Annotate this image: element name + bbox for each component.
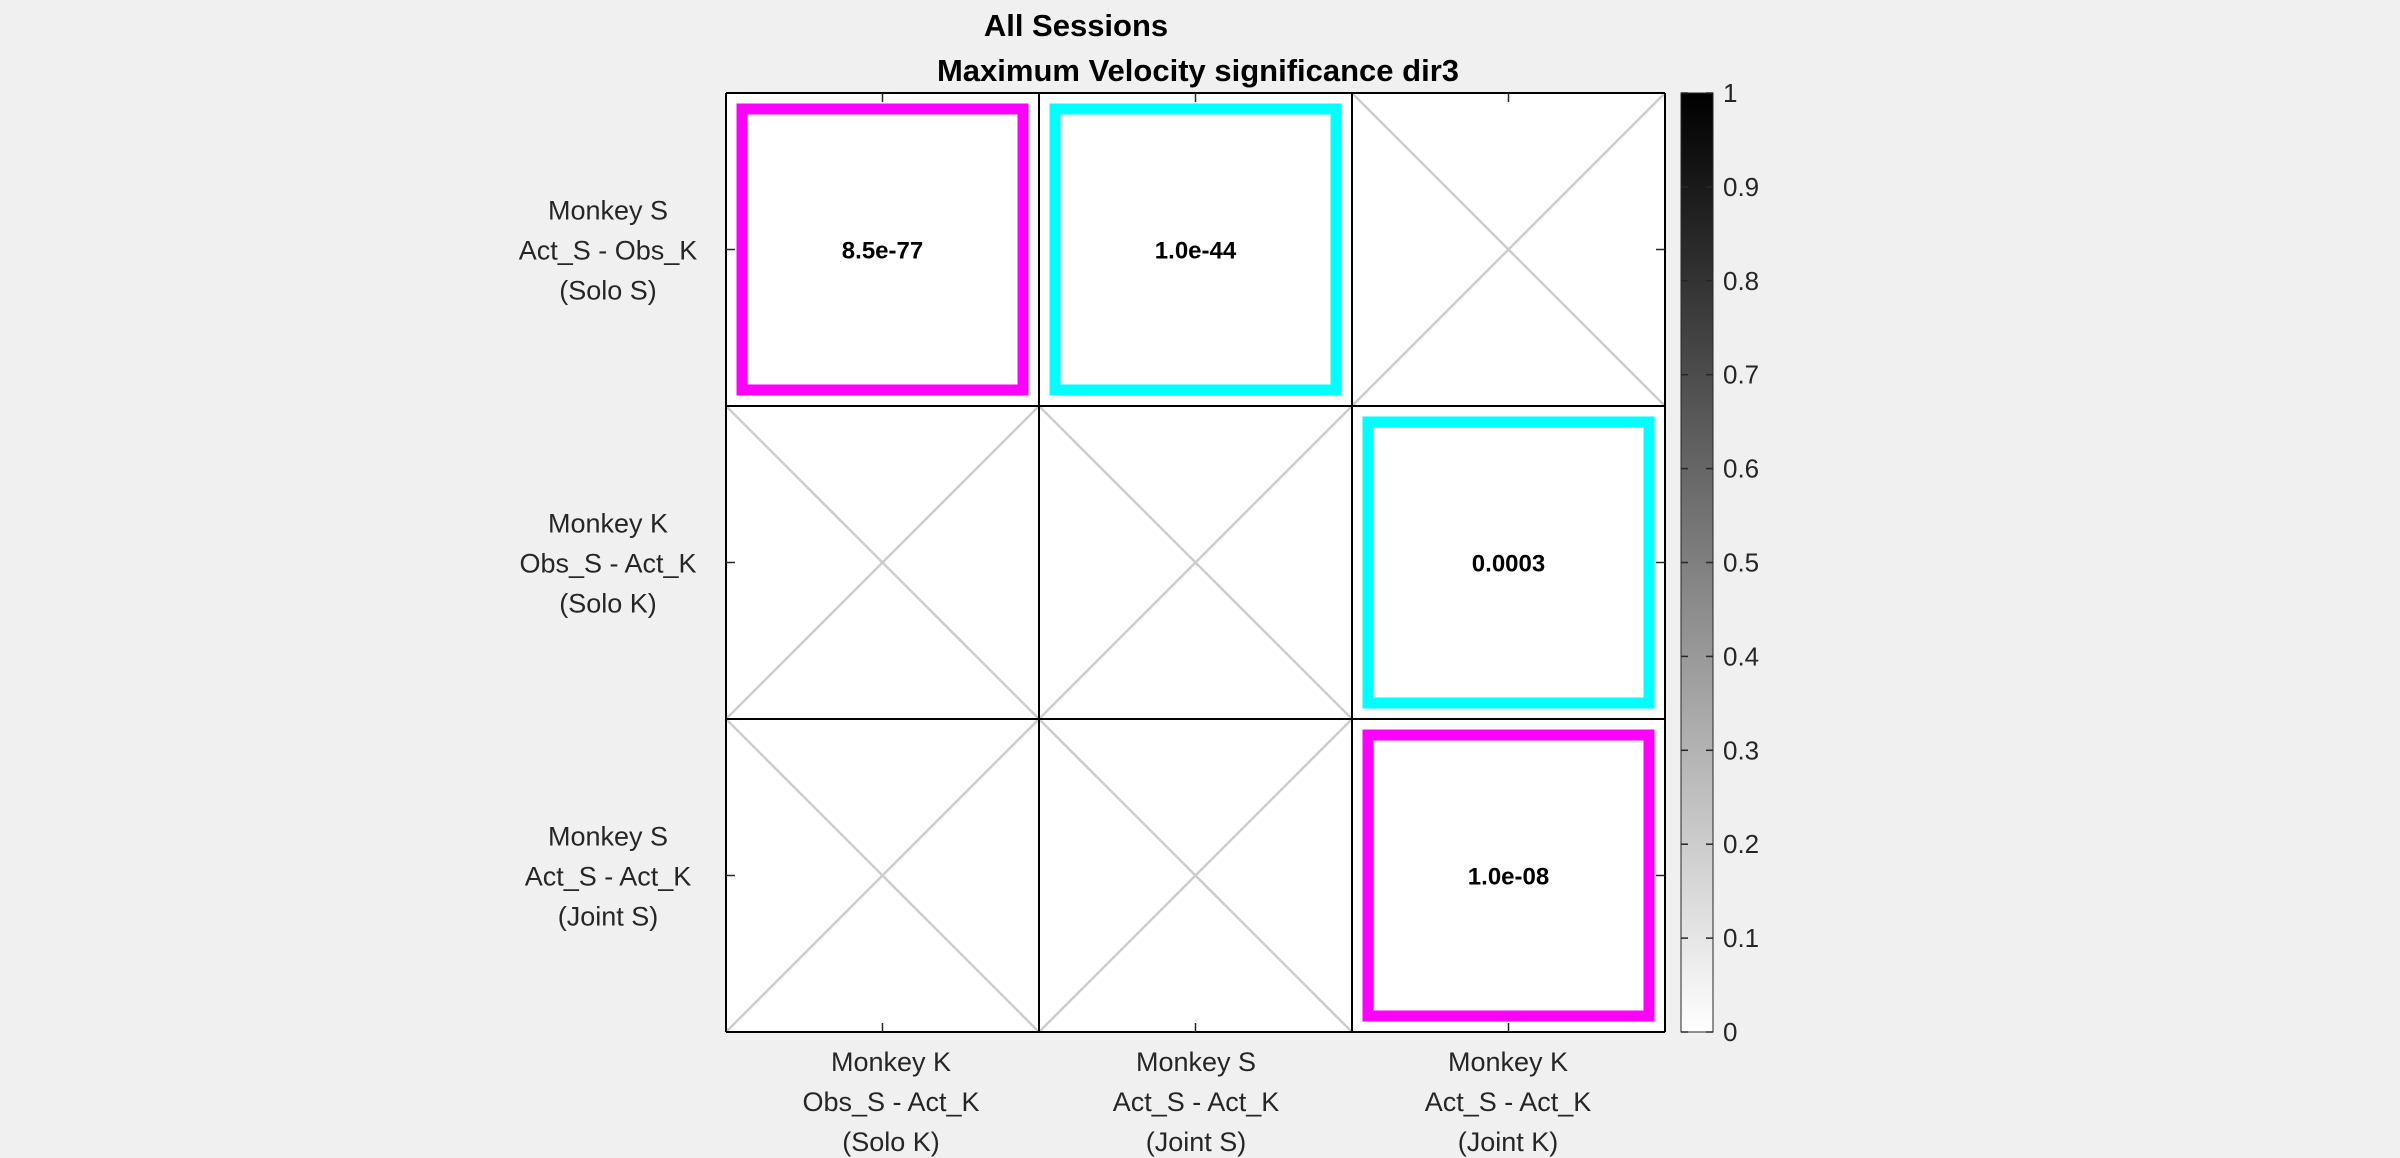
cell-background xyxy=(1352,406,1665,719)
heatmap-cell xyxy=(725,718,1040,1033)
heatmap-cell xyxy=(1351,92,1666,407)
colorbar-tick-label: 0.3 xyxy=(1723,735,1759,765)
heatmap-cell xyxy=(725,405,1040,720)
heatmap-cell: 8.5e-77 xyxy=(726,93,1039,406)
colorbar: 0 0.1 0.2 0.3 0.4 0.5 0.6 0.7 0.8 0.9 1 xyxy=(1680,78,1759,1047)
colorbar-tick-label: 0.9 xyxy=(1723,172,1759,202)
significance-highlight-box xyxy=(1362,729,1655,1022)
empty-cell-cross-line xyxy=(1038,718,1353,1033)
colorbar-tick-label: 0.5 xyxy=(1723,548,1759,578)
empty-cell-cross-line xyxy=(1351,92,1666,407)
cell-value-label: 8.5e-77 xyxy=(842,238,923,265)
colorbar-ticks: 0 0.1 0.2 0.3 0.4 0.5 0.6 0.7 0.8 0.9 1 xyxy=(1681,78,1759,1047)
column-label-line: (Solo K) xyxy=(842,1127,940,1157)
row-label: Monkey S Act_S - Act_K (Joint S) xyxy=(525,822,692,932)
column-label-line: Act_S - Act_K xyxy=(1425,1087,1592,1117)
column-label-line: Act_S - Act_K xyxy=(1113,1087,1280,1117)
column-labels: Monkey K Obs_S - Act_K (Solo K) Monkey S Act… xyxy=(802,1047,1591,1157)
colorbar-tick-label: 0.1 xyxy=(1723,923,1759,953)
heatmap-cell: 1.0e-08 xyxy=(1352,719,1665,1032)
empty-cell-cross-line xyxy=(725,718,1040,1033)
cell-value-label: 0.0003 xyxy=(1472,551,1545,578)
row-label-line: Obs_S - Act_K xyxy=(519,549,696,579)
colorbar-tick-label: 0.4 xyxy=(1723,641,1759,671)
column-label: Monkey K Obs_S - Act_K (Solo K) xyxy=(802,1047,979,1157)
row-label-line: Act_S - Act_K xyxy=(525,862,692,892)
significance-highlight-box xyxy=(1049,103,1342,396)
column-label: Monkey S Act_S - Act_K (Joint S) xyxy=(1113,1047,1280,1157)
colorbar-tick-label: 0.2 xyxy=(1723,829,1759,859)
colorbar-tick-label: 0.6 xyxy=(1723,454,1759,484)
colorbar-tick-label: 0.7 xyxy=(1723,360,1759,390)
colorbar-tick-label: 0.8 xyxy=(1723,266,1759,296)
column-label-line: Obs_S - Act_K xyxy=(802,1087,979,1117)
heatmap-plot-area: 8.5e-77 1.0e-44 0.0003 1.0e-08 xyxy=(725,92,1666,1033)
significance-highlight-box xyxy=(736,103,1029,396)
heatmap-cell: 1.0e-44 xyxy=(1039,93,1352,406)
empty-cell-cross-line xyxy=(1038,405,1353,720)
row-label-line: (Solo K) xyxy=(559,589,657,619)
row-label-line: Monkey S xyxy=(548,196,668,226)
cell-value-label: 1.0e-08 xyxy=(1468,864,1549,891)
row-label: Monkey S Act_S - Obs_K (Solo S) xyxy=(519,196,698,306)
chart-title: All Sessions xyxy=(984,8,1168,43)
significance-highlight-box xyxy=(1362,416,1655,709)
chart-subtitle: Maximum Velocity significance dir3 xyxy=(937,53,1459,88)
row-label-line: (Solo S) xyxy=(559,276,657,306)
cell-background xyxy=(726,93,1039,406)
row-label-line: Monkey K xyxy=(548,509,668,539)
row-labels: Monkey S Act_S - Obs_K (Solo S) Monkey K Obs… xyxy=(519,196,698,932)
colorbar-tick-label: 0 xyxy=(1723,1017,1737,1047)
empty-cell-cross-line xyxy=(725,405,1040,720)
column-label-line: (Joint K) xyxy=(1458,1127,1559,1157)
heatmap-cell xyxy=(1038,405,1353,720)
heatmap-cell: 0.0003 xyxy=(1352,406,1665,719)
column-label-line: Monkey K xyxy=(831,1047,951,1077)
colorbar-tick-label: 1 xyxy=(1723,78,1737,108)
row-label-line: Monkey S xyxy=(548,822,668,852)
column-label-line: Monkey K xyxy=(1448,1047,1568,1077)
column-label-line: (Joint S) xyxy=(1146,1127,1247,1157)
row-label: Monkey K Obs_S - Act_K (Solo K) xyxy=(519,509,696,619)
cell-value-label: 1.0e-44 xyxy=(1155,238,1237,265)
row-label-line: (Joint S) xyxy=(558,902,659,932)
heatmap-cell xyxy=(1038,718,1353,1033)
row-label-line: Act_S - Obs_K xyxy=(519,236,698,266)
column-label-line: Monkey S xyxy=(1136,1047,1256,1077)
column-label: Monkey K Act_S - Act_K (Joint K) xyxy=(1425,1047,1592,1157)
cell-background xyxy=(1352,719,1665,1032)
cell-background xyxy=(1039,93,1352,406)
